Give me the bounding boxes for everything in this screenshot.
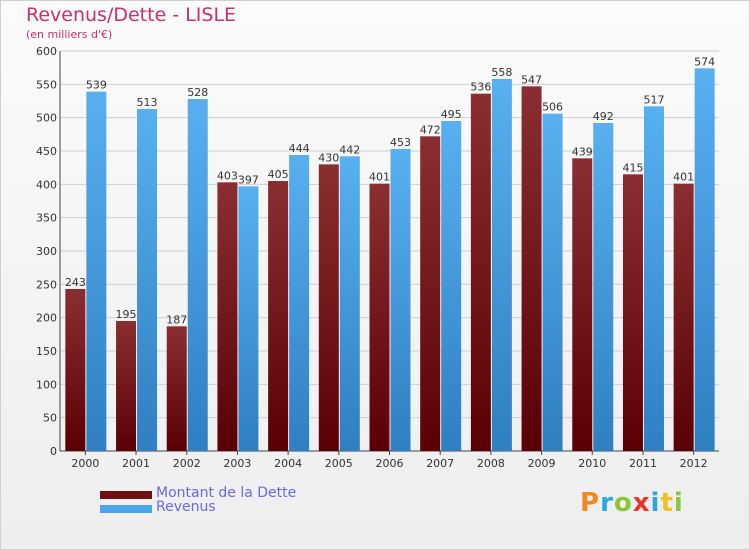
x-tick-label: 2011 [629, 457, 657, 470]
bar-debt [217, 182, 238, 452]
data-label-revenue: 397 [238, 173, 259, 186]
data-label-revenue: 442 [339, 143, 360, 156]
data-label-debt: 547 [521, 73, 542, 86]
data-label-debt: 415 [622, 161, 643, 174]
legend-label-revenue: Revenus [156, 499, 216, 515]
y-tick-label: 600 [36, 45, 57, 58]
x-tick-label: 2012 [680, 457, 708, 470]
proxiti-logo: Proxiti [580, 488, 684, 518]
x-tick-label: 2007 [426, 457, 454, 470]
data-label-revenue: 453 [390, 136, 411, 149]
x-tick-label: 2002 [173, 457, 201, 470]
data-label-revenue: 495 [441, 108, 462, 121]
data-label-revenue: 513 [137, 96, 158, 109]
bar-debt [673, 183, 694, 451]
data-label-revenue: 528 [187, 86, 208, 99]
y-tick-label: 150 [36, 345, 57, 358]
data-label-revenue: 492 [593, 110, 614, 123]
bar-revenue [441, 121, 462, 451]
bar-debt [420, 136, 441, 452]
y-tick-label: 100 [36, 378, 57, 391]
y-tick-label: 350 [36, 212, 57, 225]
bar-debt [622, 174, 643, 452]
x-tick-label: 2008 [477, 457, 505, 470]
x-tick-label: 2006 [376, 457, 404, 470]
data-label-debt: 401 [673, 171, 694, 184]
data-label-revenue: 506 [542, 101, 563, 114]
legend-swatch-revenue [100, 505, 152, 513]
logo-letter: i [650, 488, 661, 518]
bar-debt [65, 289, 86, 451]
bar-debt [521, 86, 542, 451]
y-tick-label: 400 [36, 178, 57, 191]
bar-debt [116, 321, 137, 451]
data-label-debt: 536 [470, 81, 491, 94]
x-tick-label: 2003 [223, 457, 251, 470]
bar-revenue [238, 186, 259, 452]
logo-letter: P [580, 488, 601, 518]
x-tick-label: 2000 [71, 457, 99, 470]
bar-revenue [339, 156, 360, 452]
bar-revenue [289, 155, 310, 451]
logo-letter: t [660, 488, 674, 518]
data-label-debt: 187 [166, 313, 187, 326]
y-tick-label: 250 [36, 278, 57, 291]
chart-title: Revenus/Dette - LISLE [26, 4, 237, 26]
data-label-debt: 403 [217, 169, 238, 182]
y-tick-label: 500 [36, 112, 57, 125]
data-label-debt: 430 [318, 151, 339, 164]
data-label-revenue: 444 [289, 142, 310, 155]
x-tick-label: 2005 [325, 457, 353, 470]
data-label-revenue: 517 [643, 93, 664, 106]
legend-label-debt: Montant de la Dette [156, 485, 297, 501]
bar-revenue [137, 109, 158, 451]
bar-revenue [593, 123, 614, 451]
data-label-debt: 472 [420, 123, 441, 136]
bar-debt [166, 326, 187, 451]
x-tick-label: 2004 [274, 457, 302, 470]
data-label-revenue: 558 [491, 66, 512, 79]
x-tick-label: 2009 [528, 457, 556, 470]
data-label-debt: 243 [65, 276, 86, 289]
logo-letter: r [600, 488, 614, 518]
bar-revenue [86, 91, 107, 452]
bar-debt [268, 181, 289, 451]
y-tick-label: 550 [36, 78, 57, 91]
data-label-revenue: 539 [86, 79, 107, 92]
bar-debt [318, 164, 339, 452]
y-tick-label: 50 [43, 412, 57, 425]
data-label-debt: 439 [572, 145, 593, 158]
bar-revenue [694, 68, 715, 451]
data-label-debt: 401 [369, 171, 390, 184]
bar-debt [470, 93, 491, 452]
bar-revenue [491, 79, 512, 451]
data-label-revenue: 574 [694, 55, 715, 68]
logo-letter: i [673, 488, 684, 518]
bar-revenue [643, 106, 664, 451]
y-tick-label: 200 [36, 312, 57, 325]
bar-revenue [187, 99, 208, 451]
legend-swatch-debt [100, 491, 152, 499]
logo-letter: x [632, 488, 651, 518]
x-tick-label: 2001 [122, 457, 150, 470]
chart-subtitle: (en milliers d'€) [26, 28, 113, 41]
bar-revenue [390, 149, 411, 451]
bars [65, 68, 715, 452]
y-tick-label: 0 [50, 445, 57, 458]
bar-debt [572, 158, 593, 452]
data-label-debt: 405 [268, 168, 289, 181]
logo-letter: o [613, 488, 633, 518]
bar-revenue [542, 113, 563, 452]
data-label-debt: 195 [116, 308, 137, 321]
y-tick-label: 450 [36, 145, 57, 158]
bar-debt [369, 183, 390, 451]
y-tick-label: 300 [36, 245, 57, 258]
x-tick-label: 2010 [578, 457, 606, 470]
